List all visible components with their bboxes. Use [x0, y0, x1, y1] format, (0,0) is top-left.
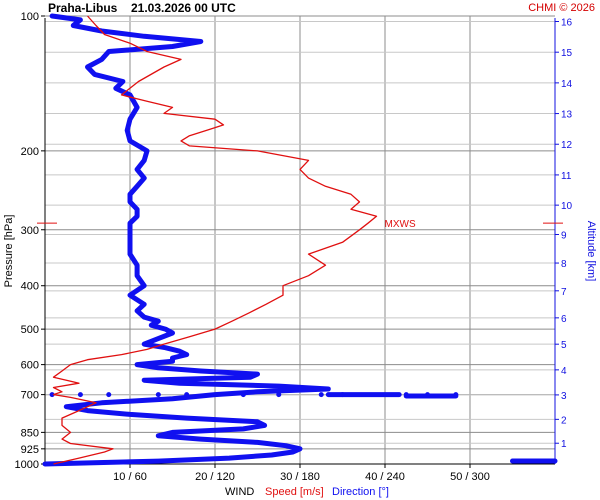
pressure-tick-label: 200 [21, 146, 39, 158]
pressure-tick-labels: 100 200 300 400 500 600 700 850 925 1000 [15, 11, 45, 471]
direction-point [77, 392, 83, 398]
direction-point [184, 392, 190, 398]
x-tick-label: 20 / 120 [195, 471, 235, 483]
pressure-tick-label: 100 [21, 11, 39, 23]
x-tick-labels: 10 / 60 20 / 120 30 / 180 40 / 240 50 / 300 [113, 464, 490, 483]
altitude-tick-label: 6 [561, 314, 567, 325]
pressure-tick-label: 700 [21, 390, 39, 402]
altitude-tick-label: 9 [561, 231, 567, 242]
altitude-tick-label: 11 [561, 171, 572, 182]
speed-series-line [52, 15, 378, 465]
altitude-tick-label: 4 [561, 366, 567, 377]
x-label-direction: Direction [°] [332, 486, 389, 498]
direction-point [276, 392, 282, 398]
direction-point [106, 392, 112, 398]
pressure-tick-label: 300 [21, 225, 39, 237]
altitude-tick-label: 8 [561, 259, 567, 270]
altitude-tick-label: 14 [561, 79, 573, 90]
y-axis-left-label: Pressure [hPa] [3, 215, 15, 288]
pressure-tick-label: 400 [21, 281, 39, 293]
x-tick-label: 30 / 180 [280, 471, 320, 483]
altitude-tick-label: 5 [561, 340, 567, 351]
direction-point [49, 392, 55, 398]
altitude-tick-label: 3 [561, 391, 567, 402]
x-label-wind: WIND [225, 486, 254, 498]
pressure-tick-label: 600 [21, 360, 39, 372]
altitude-tick-label: 7 [561, 287, 567, 298]
altitude-tick-label: 15 [561, 48, 573, 59]
y-axis-right-label: Altitude [km] [585, 221, 597, 282]
station-name: Praha-Libus [48, 1, 118, 15]
altitude-tick-label: 2 [561, 415, 567, 426]
pressure-tick-label: 500 [21, 324, 39, 336]
altitude-tick-label: 13 [561, 110, 573, 121]
chmi-credit: CHMI © 2026 [528, 2, 595, 14]
pressure-tick-label: 925 [21, 444, 39, 456]
pressure-tick-label: 850 [21, 427, 39, 439]
altitude-tick-label: 16 [561, 18, 573, 29]
mxws-label: MXWS [385, 219, 416, 230]
direction-point [240, 392, 246, 398]
pressure-tick-label: 1000 [15, 459, 39, 471]
x-tick-label: 40 / 240 [365, 471, 405, 483]
x-label-speed: Speed [m/s] [265, 486, 324, 498]
mxws-marker: MXWS [37, 219, 563, 230]
x-tick-label: 50 / 300 [450, 471, 490, 483]
chart-datetime: 21.03.2026 00 UTC [131, 1, 236, 15]
direction-point [155, 392, 161, 398]
altitude-tick-label: 1 [561, 439, 567, 450]
altitude-tick-label: 10 [561, 201, 573, 212]
series-layer [42, 13, 558, 467]
x-tick-label: 10 / 60 [113, 471, 147, 483]
altitude-tick-label: 12 [561, 140, 573, 151]
direction-point [318, 392, 324, 398]
